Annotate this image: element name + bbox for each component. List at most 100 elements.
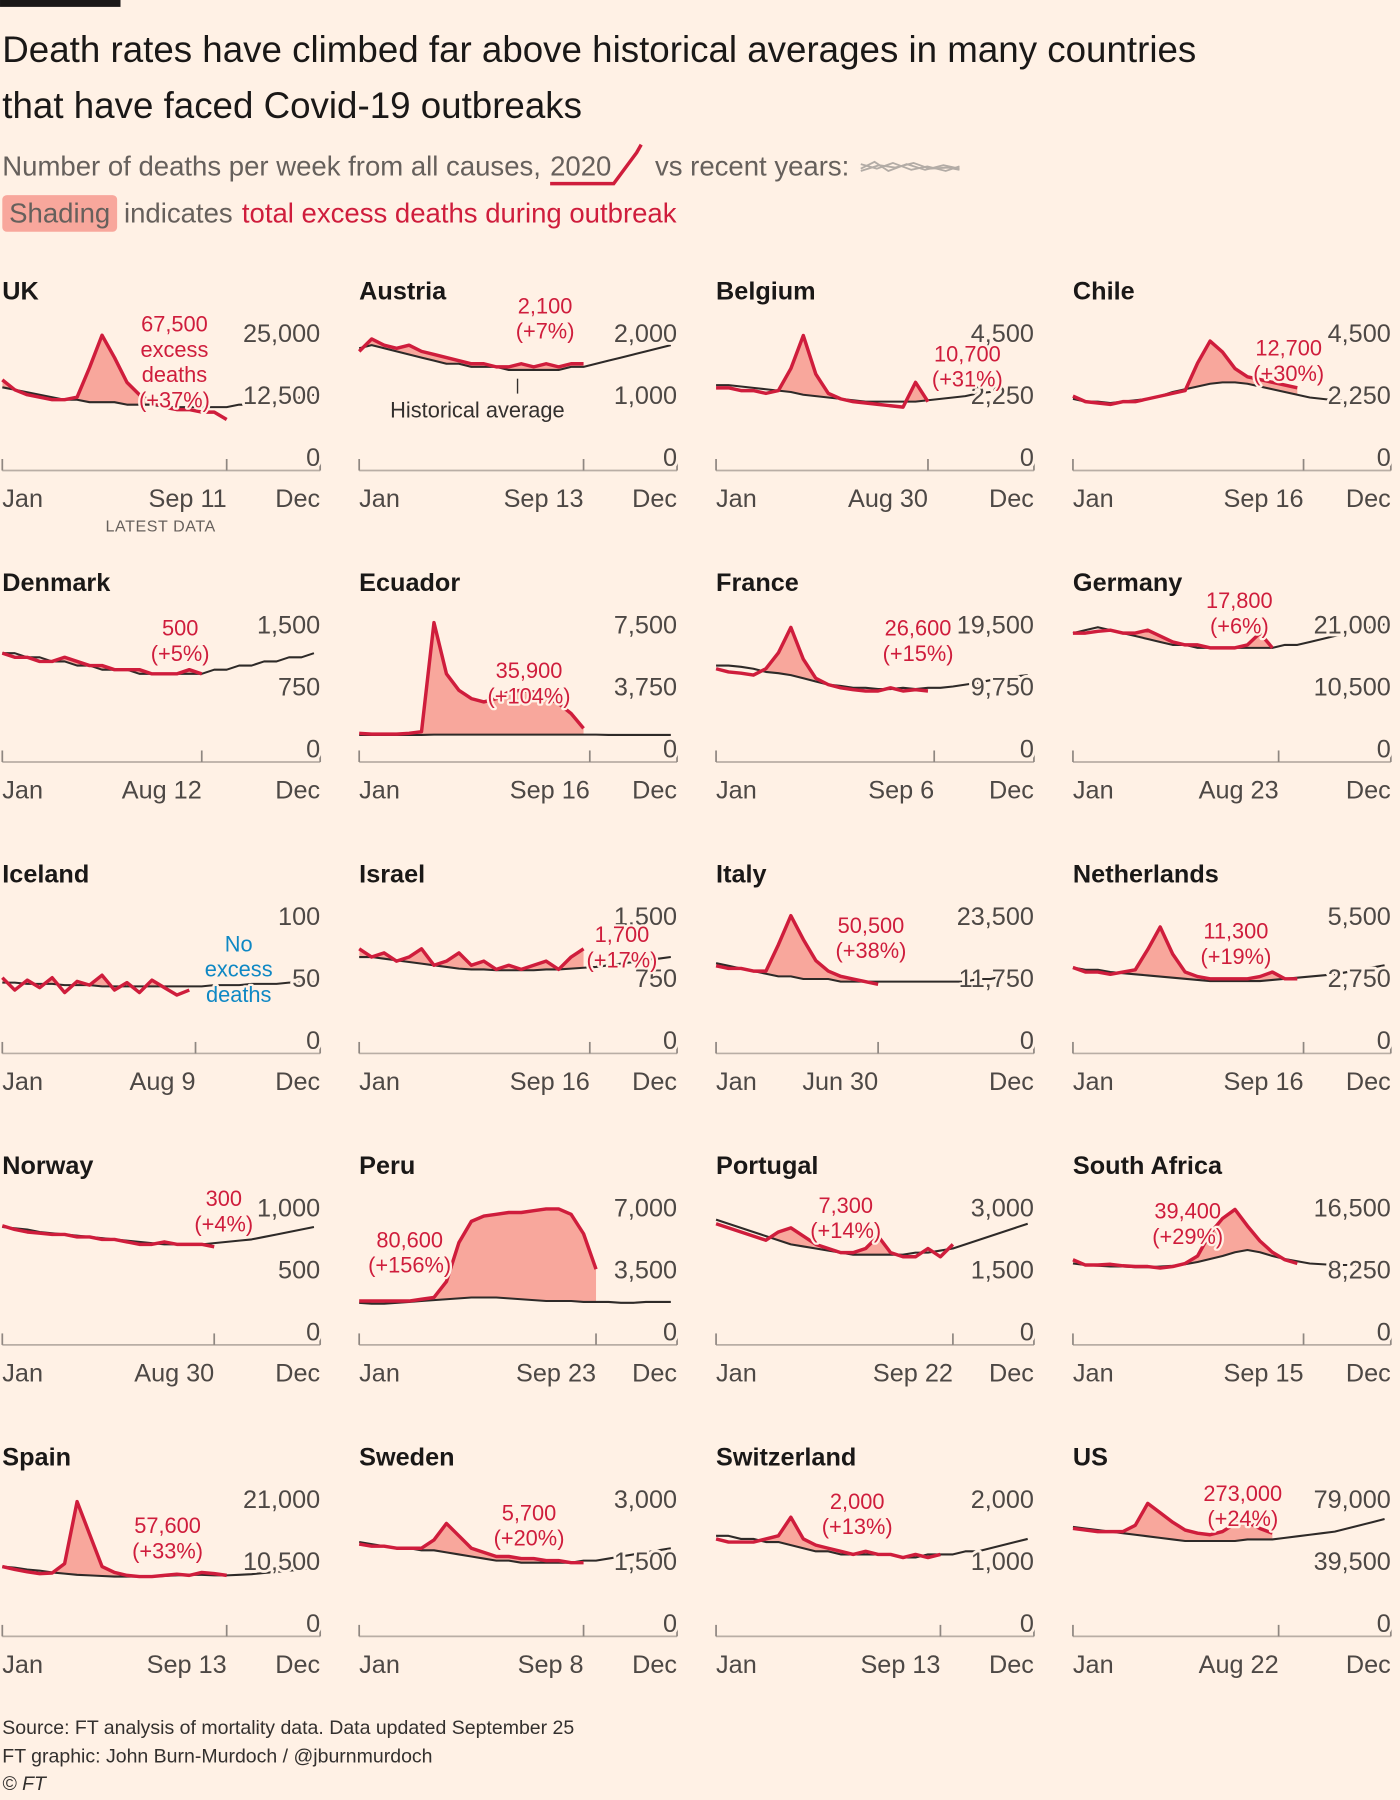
line-2020 — [1, 651, 203, 676]
panel-title: Germany — [1073, 569, 1182, 597]
annotation: 80,600 — [376, 1227, 443, 1252]
average-label: Historical average — [390, 398, 564, 423]
x-tick-label: Aug 30 — [848, 485, 928, 513]
line-2020 — [1072, 1501, 1273, 1537]
annotation: 67,500 — [141, 312, 208, 337]
panel-title: Peru — [359, 1152, 415, 1180]
y-tick-label: 9,750 — [971, 673, 1034, 701]
annotation: (+4%) — [194, 1211, 253, 1236]
annotation: 35,900 — [496, 658, 563, 683]
y-tick-label: 0 — [1020, 1027, 1034, 1055]
y-tick-label: 3,500 — [614, 1256, 677, 1284]
x-tick-label: Sep 16 — [1224, 485, 1304, 513]
x-tick-label: Sep 13 — [504, 485, 584, 513]
y-tick-label: 2,750 — [1328, 965, 1391, 993]
y-tick-label: 750 — [635, 965, 677, 993]
y-tick-label: 10,500 — [243, 1548, 320, 1576]
y-tick-label: 4,500 — [1328, 320, 1391, 348]
panel: Denmark Jan Aug 12 Dec 0 750 1,500 500(+5%) — [0, 569, 323, 808]
subtitle: vs recent years: — [655, 151, 849, 182]
x-tick-label: Dec — [989, 1360, 1034, 1388]
x-tick-label: Aug 30 — [134, 1360, 214, 1388]
panel: Austria Jan Sep 13 Dec 0 1,000 2,000 2,100(+7%)… — [356, 278, 680, 517]
line-2020 — [1, 973, 190, 997]
latest-data-label: LATEST DATA — [105, 517, 215, 535]
brand-bar — [0, 0, 121, 7]
line-2020 — [716, 333, 930, 409]
x-tick-label: Jan — [1073, 1068, 1114, 1096]
excess-shading — [1072, 630, 1273, 648]
annotation: 11,300 — [1203, 919, 1268, 944]
y-tick-label: 12,500 — [243, 382, 320, 410]
x-tick-label: Jan — [1073, 1360, 1114, 1388]
panel: Germany Jan Aug 23 Dec 0 10,500 21,000 17,800(+… — [1070, 569, 1394, 808]
y-tick-label: 11,750 — [959, 965, 1034, 993]
line-2020 — [1072, 339, 1298, 407]
x-tick-label: Dec — [989, 1068, 1034, 1096]
annotation: 50,500 — [838, 913, 905, 938]
annotation: (+37%) — [139, 387, 210, 412]
y-tick-label: 0 — [306, 1318, 320, 1346]
panel-title: Netherlands — [1073, 860, 1219, 888]
x-tick-label: Jan — [359, 1360, 400, 1388]
x-tick-label: Dec — [1346, 1651, 1391, 1679]
line-average — [358, 344, 672, 371]
y-tick-label: 3,000 — [971, 1194, 1034, 1222]
panel: Portugal Jan Sep 22 Dec 0 1,500 3,000 7,300(+14… — [713, 1152, 1037, 1391]
x-tick-label: Sep 15 — [1224, 1360, 1304, 1388]
title-line: that have faced Covid-19 outbreaks — [2, 85, 582, 126]
shading-note: indicates — [124, 198, 233, 229]
x-tick-label: Jan — [2, 777, 43, 805]
x-tick-label: Dec — [989, 485, 1034, 513]
annotation: (+13%) — [822, 1514, 893, 1539]
line-2020 — [715, 1222, 955, 1259]
source: Source: FT analysis of mortality data. D… — [2, 1717, 574, 1739]
y-tick-label: 4,500 — [971, 320, 1034, 348]
x-tick-label: Dec — [1346, 1360, 1391, 1388]
line-average — [716, 384, 1028, 403]
legend-swatch-recent — [860, 161, 960, 172]
copyright: © FT — [2, 1773, 48, 1795]
annotation: 17,800 — [1206, 588, 1273, 613]
panel-title: Spain — [2, 1443, 71, 1471]
annotation: (+29%) — [1152, 1224, 1223, 1249]
annotation: 26,600 — [885, 616, 952, 641]
legend-swatch-2020 — [550, 143, 643, 186]
y-tick-label: 0 — [306, 444, 320, 472]
y-tick-label: 21,000 — [1314, 611, 1391, 639]
shading-swatch — [2, 195, 118, 232]
y-tick-label: 100 — [278, 903, 320, 931]
panel-title: Israel — [359, 860, 425, 888]
line-2020 — [1, 333, 228, 422]
y-tick-label: 1,000 — [971, 1548, 1034, 1576]
subtitle-year: 2020 — [550, 151, 611, 182]
x-tick-label: Dec — [275, 1360, 320, 1388]
panel: Spain Jan Sep 13 Dec 0 10,500 21,000 57,600(+33… — [0, 1443, 323, 1682]
y-tick-label: 1,500 — [614, 903, 677, 931]
y-tick-label: 5,500 — [1328, 903, 1391, 931]
annotation: (+104%) — [488, 683, 571, 708]
y-tick-label: 0 — [306, 735, 320, 763]
y-tick-label: 0 — [663, 1027, 677, 1055]
annotation: 500 — [162, 616, 198, 641]
annotation: 5,700 — [502, 1500, 557, 1525]
x-tick-label: Jan — [2, 1651, 43, 1679]
line-2020 — [358, 947, 585, 972]
x-tick-label: Jan — [359, 485, 400, 513]
y-tick-label: 500 — [278, 1256, 320, 1284]
y-tick-label: 10,500 — [1314, 673, 1391, 701]
panel: Belgium Jan Aug 30 Dec 0 2,250 4,50010,700(+31… — [713, 278, 1037, 517]
line-2020 — [715, 1515, 941, 1560]
panel-title: Austria — [359, 278, 447, 306]
panel-title: Norway — [2, 1152, 93, 1180]
panel-title: Chile — [1073, 278, 1135, 306]
y-tick-label: 1,000 — [257, 1194, 320, 1222]
annotation: excess — [205, 957, 273, 982]
x-tick-label: Dec — [632, 1068, 677, 1096]
annotation: (+31%) — [932, 367, 1003, 392]
annotation: 10,700 — [934, 341, 1001, 366]
